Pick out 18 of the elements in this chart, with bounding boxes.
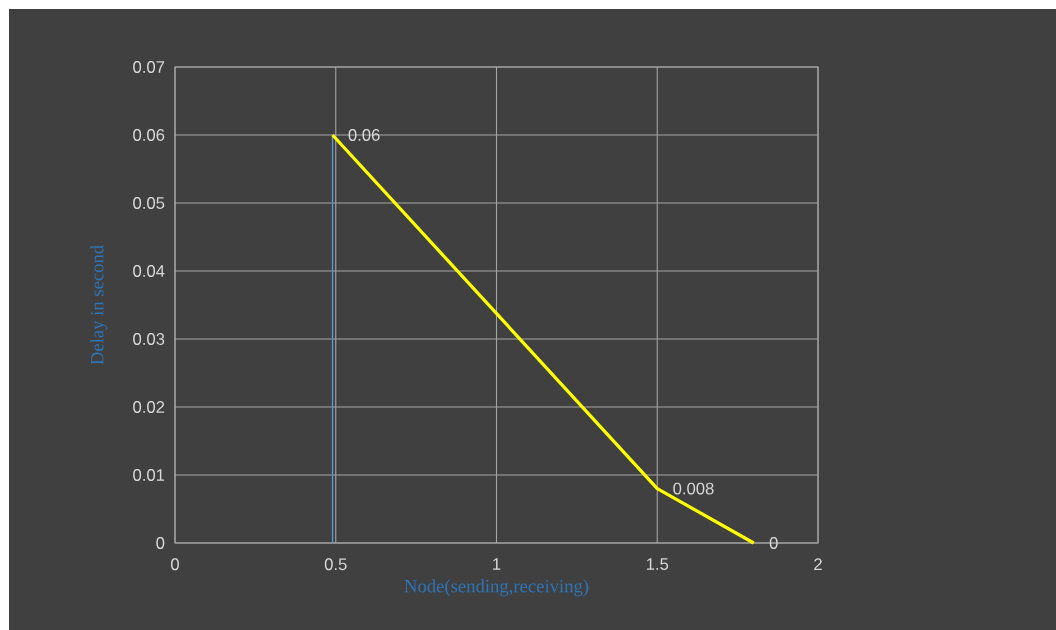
y-tick-label: 0	[156, 537, 165, 549]
x-tick-label: 2	[814, 558, 822, 570]
data-label: 0.06	[348, 129, 380, 141]
y-tick-label: 0.02	[133, 401, 165, 413]
x-axis-title: Node(sending,receiving)	[404, 579, 589, 597]
y-tick-label: 0.07	[133, 61, 165, 73]
y-axis-title: Delay in second	[90, 245, 108, 365]
y-tick-label: 0.01	[133, 469, 165, 481]
data-label: 0.008	[673, 482, 714, 495]
y-tick-label: 0.06	[133, 129, 165, 141]
data-label: 0	[769, 537, 778, 549]
y-tick-label: 0.05	[133, 197, 165, 209]
x-tick-label: 0.5	[324, 558, 347, 571]
y-tick-label: 0.04	[133, 265, 165, 277]
x-tick-label: 0	[171, 558, 179, 571]
x-tick-label: 1	[493, 558, 501, 570]
x-tick-label: 1.5	[646, 558, 669, 570]
y-tick-label: 0.03	[133, 333, 165, 345]
